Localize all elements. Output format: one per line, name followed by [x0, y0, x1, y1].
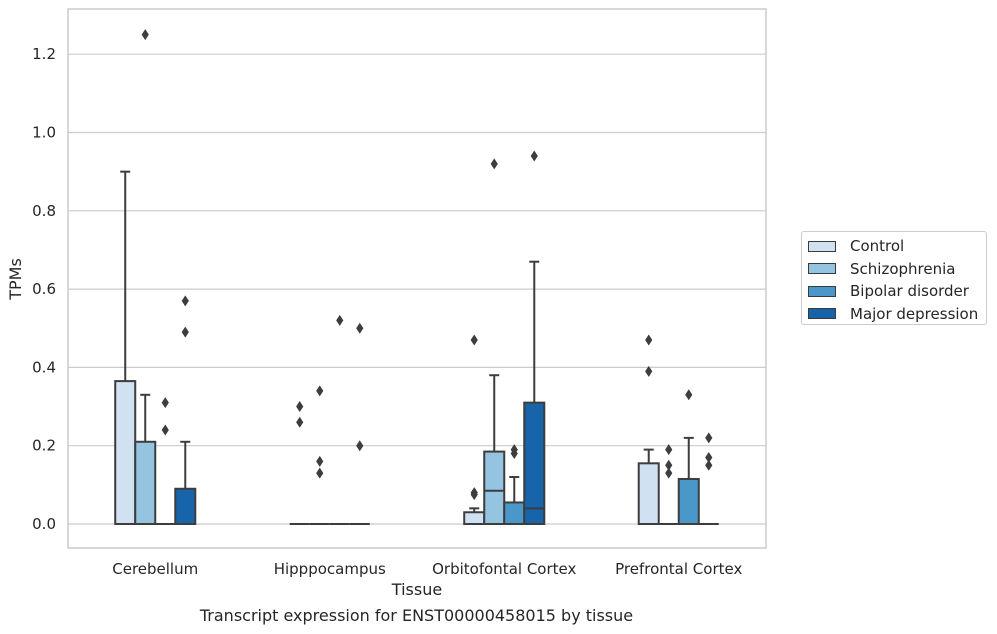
box-body [503, 501, 526, 525]
x-tick-label: Orbitofontal Cortex [432, 560, 576, 578]
box-body [483, 450, 506, 526]
legend-item: Major depression [808, 305, 978, 323]
outlier-point [705, 451, 713, 463]
box-body [114, 380, 137, 526]
y-tick-label: 0.8 [32, 202, 56, 220]
outlier-point [356, 440, 364, 452]
figure-caption: Transcript expression for ENST0000045801… [199, 606, 634, 625]
x-tick-label: Hipppocampus [274, 560, 386, 578]
legend-item: Control [808, 237, 904, 255]
legend-swatch [808, 308, 836, 319]
outlier-point [336, 314, 344, 326]
y-tick-label: 0.2 [32, 437, 56, 455]
boxes [114, 170, 719, 526]
outlier-point [181, 326, 189, 338]
box-schizophrenia [134, 393, 157, 525]
plot-area [67, 8, 767, 549]
x-axis-label: Tissue [391, 580, 442, 599]
outlier-point [645, 334, 653, 346]
legend-item: Bipolar disorder [808, 282, 969, 300]
outlier-point [356, 322, 364, 334]
outliers [141, 29, 713, 501]
legend-label: Bipolar disorder [850, 282, 969, 300]
outlier-point [665, 459, 673, 471]
y-tick-label: 0.4 [32, 358, 56, 376]
legend-swatch [808, 263, 836, 274]
y-tick-label: 0.0 [32, 515, 56, 533]
outlier-point [181, 295, 189, 307]
outlier-point [161, 424, 169, 436]
y-tick-label: 1.2 [32, 45, 56, 63]
box-body [463, 511, 486, 526]
outlier-point [665, 444, 673, 456]
box-body [637, 462, 660, 526]
outlier-point [316, 467, 324, 479]
outlier-point [705, 459, 713, 471]
x-tick-label: Cerebellum [112, 560, 198, 578]
outlier-point [645, 365, 653, 377]
outlier-point [296, 416, 304, 428]
outlier-point [530, 150, 538, 162]
outlier-point [316, 385, 324, 397]
legend-label: Schizophrenia [850, 259, 956, 278]
outlier-point [510, 448, 518, 460]
outlier-point [685, 389, 693, 401]
outlier-point [161, 397, 169, 409]
outlier-point [665, 467, 673, 479]
outlier-point [490, 158, 498, 170]
legend-label: Control [850, 237, 905, 255]
legend-label: Major depression [850, 304, 979, 323]
box-bipolar-disorder [677, 436, 700, 526]
box-control [114, 170, 137, 526]
outlier-point [470, 334, 478, 346]
legend-swatch [808, 285, 836, 297]
outlier-point [705, 432, 713, 444]
y-axis-ticks: 0.0 0.2 0.4 0.6 0.8 1.0 1.2 [32, 45, 56, 533]
y-tick-label: 0.6 [32, 280, 56, 298]
box-major-depression [523, 260, 546, 526]
legend-swatch [808, 240, 836, 252]
outlier-point [470, 489, 478, 501]
box-major-depression [174, 440, 197, 526]
outlier-point [141, 29, 149, 41]
outlier-point [316, 455, 324, 467]
y-axis-label: TPMs [6, 258, 25, 301]
legend-item: Schizophrenia [808, 260, 955, 278]
y-tick-label: 1.0 [32, 124, 56, 142]
box-schizophrenia [483, 374, 506, 526]
legend: Control Schizophrenia Bipolar disorder Majo… [801, 231, 987, 325]
box-body [677, 477, 700, 526]
x-axis-ticks: Cerebellum Hipppocampus Orbitofontal Corte… [112, 560, 742, 578]
box-body [523, 401, 546, 526]
outlier-point [296, 401, 304, 413]
box-body [174, 487, 197, 526]
box-body [134, 440, 157, 525]
box-control [637, 448, 660, 526]
box-bipolar-disorder [503, 476, 526, 525]
x-tick-label: Prefrontal Cortex [615, 560, 742, 578]
